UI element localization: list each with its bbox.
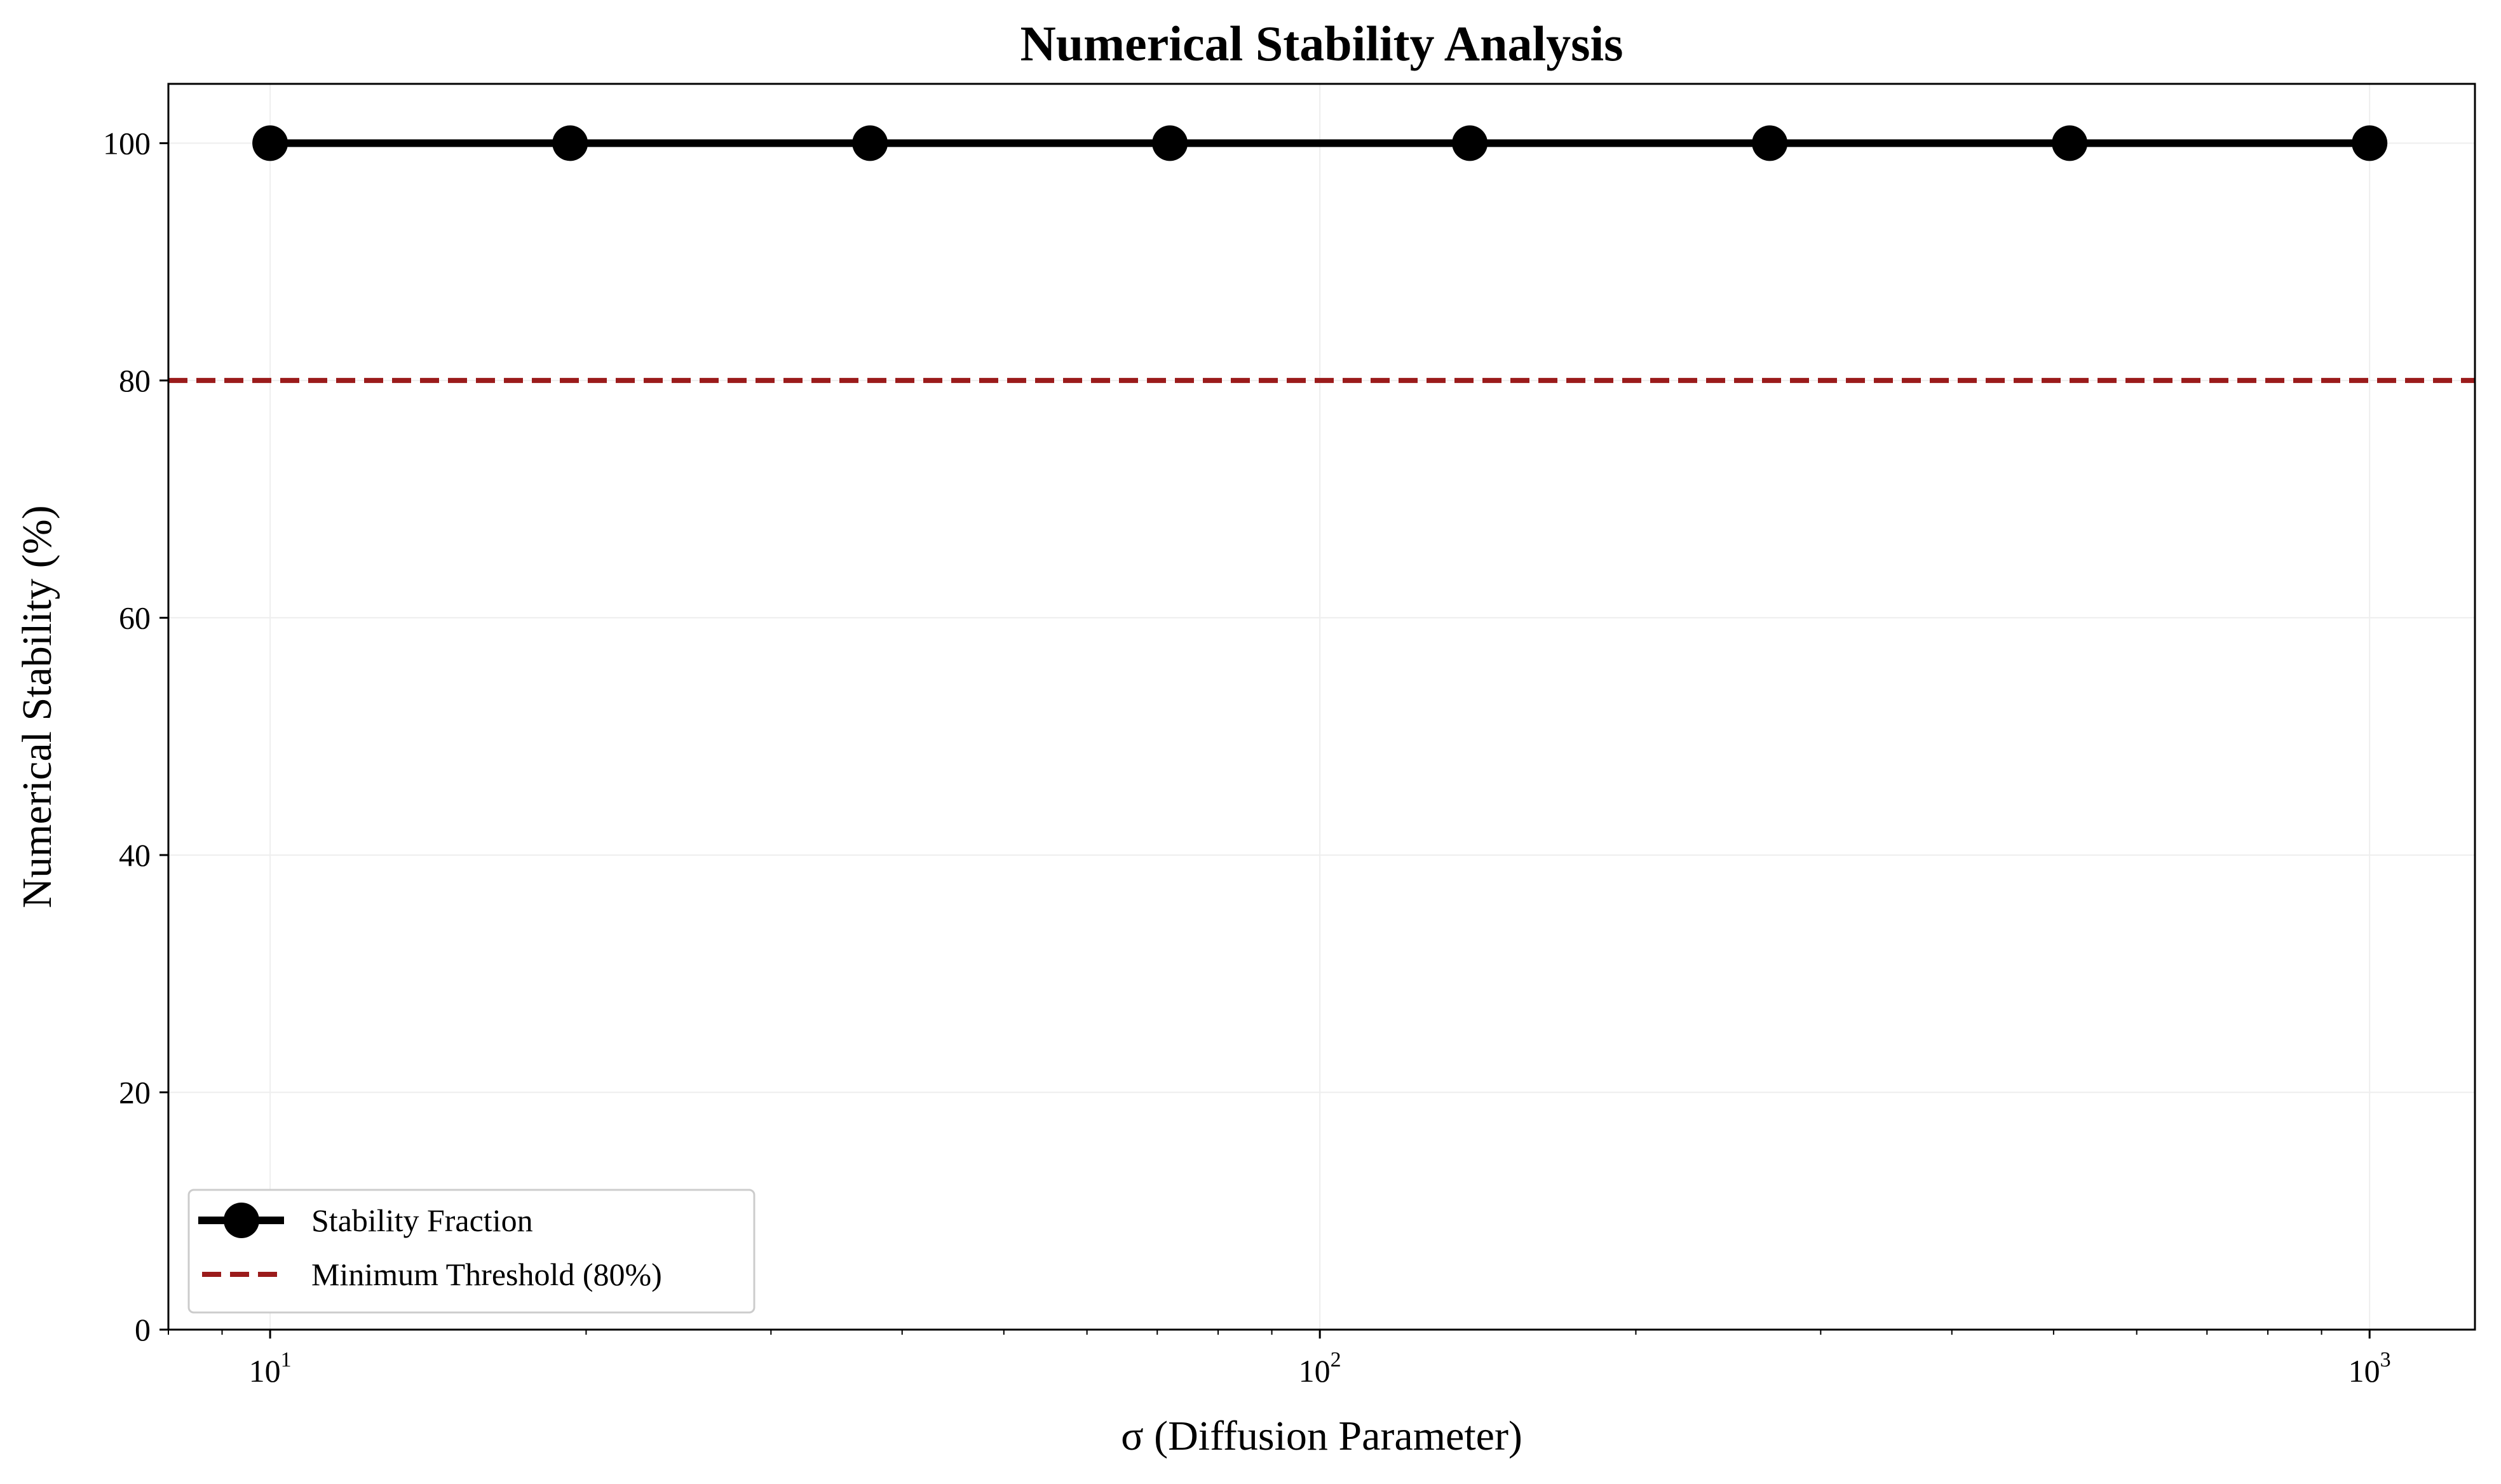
y-tick-label: 80 xyxy=(119,363,151,398)
y-tick-label: 100 xyxy=(103,125,151,161)
data-point xyxy=(1452,125,1488,161)
x-tick-label: 101 xyxy=(249,1348,292,1389)
chart-title: Numerical Stability Analysis xyxy=(1020,16,1623,71)
y-axis-ticks: 0 20 40 60 80 100 xyxy=(103,125,168,1347)
plot-frame xyxy=(167,83,2476,1331)
x-tick-label: 103 xyxy=(2348,1348,2391,1389)
x-tick-label: 102 xyxy=(1299,1348,1341,1389)
legend-stability-label: Stability Fraction xyxy=(311,1203,533,1238)
y-tick-label: 60 xyxy=(119,600,151,635)
x-axis-label: σ (Diffusion Parameter) xyxy=(1121,1413,1522,1459)
data-point xyxy=(552,125,588,161)
data-point xyxy=(852,125,888,161)
legend: Stability Fraction Minimum Threshold (80… xyxy=(187,1189,756,1314)
legend-threshold-label: Minimum Threshold (80%) xyxy=(311,1257,662,1292)
y-axis-label: Numerical Stability (%) xyxy=(14,505,60,908)
legend-stability-marker xyxy=(224,1203,259,1238)
data-point xyxy=(252,125,288,161)
y-tick-label: 20 xyxy=(119,1074,151,1110)
data-point xyxy=(2352,125,2388,161)
x-axis-ticks: 101 102 103 xyxy=(168,1330,2391,1389)
y-tick-label: 0 xyxy=(135,1312,151,1347)
data-point xyxy=(2052,125,2088,161)
y-tick-label: 40 xyxy=(119,837,151,873)
data-point xyxy=(1752,125,1788,161)
data-point xyxy=(1152,125,1188,161)
series-layer xyxy=(252,125,2388,161)
legend-box xyxy=(187,1189,756,1314)
